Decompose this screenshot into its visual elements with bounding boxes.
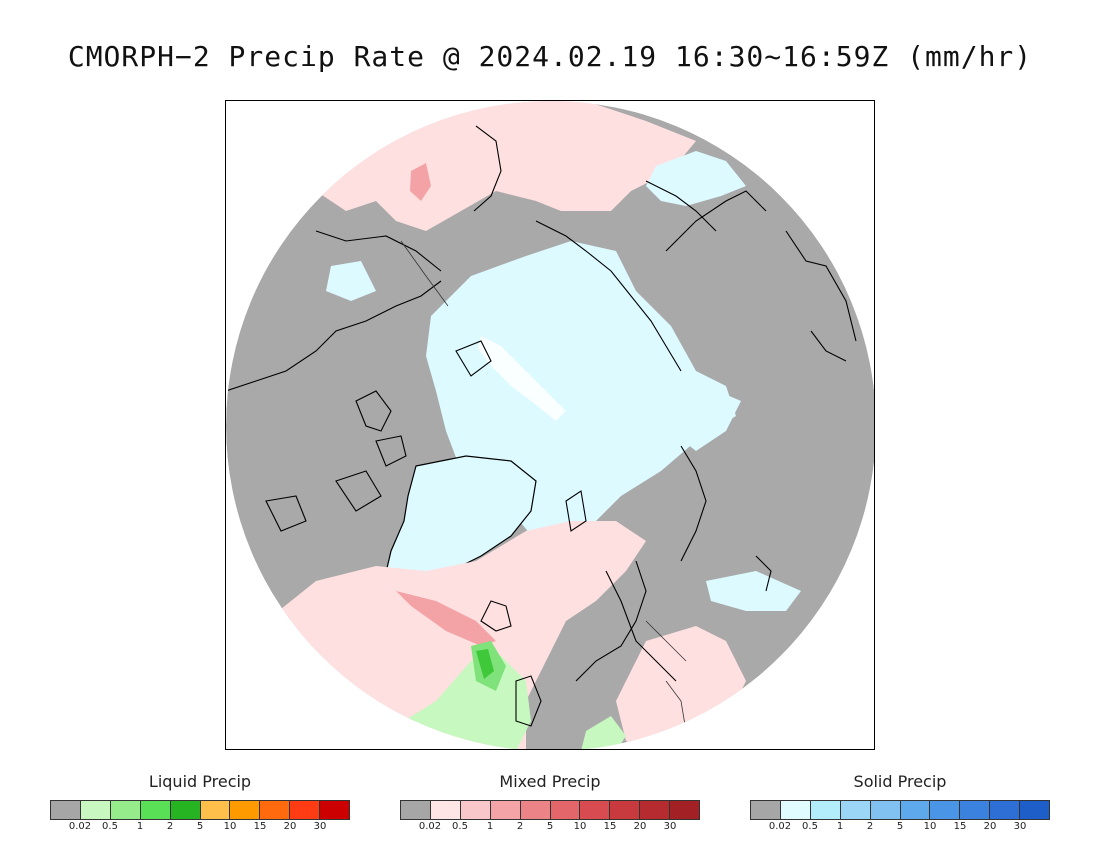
- colorbar-swatch-liquid-5: [200, 801, 231, 819]
- tick-label-liquid-0: 0.02: [68, 821, 92, 832]
- mixed-precip-streak-atlantic: [396, 591, 496, 646]
- colorbar-swatch-solid-9: [1020, 801, 1050, 819]
- colorbar-swatch-mixed-5: [550, 801, 581, 819]
- colorbar-swatch-solid-1: [780, 801, 811, 819]
- colorbar-swatch-mixed-2: [460, 801, 491, 819]
- tick-label-liquid-5: 10: [223, 821, 237, 832]
- colorbar-swatch-solid-7: [960, 801, 991, 819]
- ticks-liquid: 0.02 0.5 1 2 5 10 15 20 30: [50, 821, 350, 835]
- colorbar-swatch-mixed-6: [580, 801, 611, 819]
- borders: [400, 240, 687, 732]
- solid-precip-siberia: [646, 151, 746, 206]
- map-title: CMORPH−2 Precip Rate @ 2024.02.19 16:30~…: [67, 40, 1033, 73]
- colorbar-swatch-solid-2: [810, 801, 841, 819]
- tick-label-solid-0: 0.02: [768, 821, 792, 832]
- tick-label-solid-7: 20: [983, 821, 997, 832]
- colorbar-swatch-liquid-6: [230, 801, 261, 819]
- tick-label-solid-3: 2: [866, 821, 874, 832]
- coastlines: [226, 125, 857, 727]
- colorbar-swatch-mixed-8: [640, 801, 671, 819]
- polar-map: [226, 101, 874, 749]
- tick-label-mixed-2: 1: [486, 821, 494, 832]
- tick-label-liquid-3: 2: [166, 821, 174, 832]
- colorbar-liquid: [50, 800, 350, 820]
- colorbar-swatch-mixed-1: [430, 801, 461, 819]
- legend-mixed: Mixed Precip 0.02 0.5 1 2 5 10 15 20 30: [400, 772, 700, 835]
- solid-precip-east: [666, 381, 741, 451]
- tick-label-mixed-7: 20: [633, 821, 647, 832]
- ticks-solid: 0.02 0.5 1 2 5 10 15 20 30: [750, 821, 1050, 835]
- tick-label-mixed-8: 30: [663, 821, 677, 832]
- tick-label-mixed-4: 5: [546, 821, 554, 832]
- legend-title-liquid: Liquid Precip: [148, 772, 252, 791]
- tick-label-solid-2: 1: [836, 821, 844, 832]
- mixed-precip-streak-north: [410, 163, 431, 201]
- colorbar-swatch-solid-0: [751, 801, 781, 819]
- colorbar-swatch-solid-5: [900, 801, 931, 819]
- legend-solid: Solid Precip 0.02 0.5 1 2 5 10 15 20 30: [750, 772, 1050, 835]
- tick-label-liquid-6: 15: [253, 821, 267, 832]
- tick-label-mixed-5: 10: [573, 821, 587, 832]
- colorbar-swatch-solid-6: [930, 801, 961, 819]
- legend-title-solid: Solid Precip: [853, 772, 947, 791]
- tick-label-mixed-6: 15: [603, 821, 617, 832]
- colorbar-mixed: [400, 800, 700, 820]
- tick-label-mixed-1: 0.5: [452, 821, 468, 832]
- tick-label-liquid-2: 1: [136, 821, 144, 832]
- colorbar-swatch-mixed-4: [520, 801, 551, 819]
- colorbar-swatch-solid-8: [990, 801, 1021, 819]
- legend-liquid: Liquid Precip 0.02 0.5 1 2 5 10 15 20 30: [50, 772, 350, 835]
- tick-label-solid-8: 30: [1013, 821, 1027, 832]
- legend-title-mixed: Mixed Precip: [499, 772, 601, 791]
- colorbar-swatch-liquid-9: [320, 801, 350, 819]
- tick-label-liquid-4: 5: [196, 821, 204, 832]
- tick-label-mixed-0: 0.02: [418, 821, 442, 832]
- colorbar-swatch-liquid-1: [80, 801, 111, 819]
- colorbar-swatch-liquid-3: [140, 801, 171, 819]
- colorbar-swatch-liquid-4: [170, 801, 201, 819]
- colorbar-swatch-mixed-9: [670, 801, 700, 819]
- solid-precip-alaska: [326, 261, 376, 301]
- colorbar-swatch-liquid-8: [290, 801, 321, 819]
- tick-label-solid-4: 5: [896, 821, 904, 832]
- tick-label-liquid-7: 20: [283, 821, 297, 832]
- colorbar-swatch-liquid-7: [260, 801, 291, 819]
- liquid-precip-low: [581, 716, 626, 749]
- tick-label-liquid-1: 0.5: [102, 821, 118, 832]
- colorbar-swatch-solid-3: [840, 801, 871, 819]
- tick-label-mixed-3: 2: [516, 821, 524, 832]
- liquid-precip-strong: [476, 649, 494, 679]
- colorbar-solid: [750, 800, 1050, 820]
- colorbar-swatch-mixed-7: [610, 801, 641, 819]
- ticks-mixed: 0.02 0.5 1 2 5 10 15 20 30: [400, 821, 700, 835]
- tick-label-liquid-8: 30: [313, 821, 327, 832]
- map-frame: [225, 100, 875, 750]
- colorbar-swatch-liquid-0: [51, 801, 81, 819]
- colorbar-swatch-solid-4: [870, 801, 901, 819]
- solid-precip-scandinavia: [706, 571, 801, 611]
- colorbar-swatch-mixed-3: [490, 801, 521, 819]
- solid-precip-central: [478, 336, 566, 421]
- colorbar-swatch-mixed-0: [401, 801, 431, 819]
- tick-label-solid-6: 15: [953, 821, 967, 832]
- tick-label-solid-5: 10: [923, 821, 937, 832]
- colorbar-swatch-liquid-2: [110, 801, 141, 819]
- tick-label-solid-1: 0.5: [802, 821, 818, 832]
